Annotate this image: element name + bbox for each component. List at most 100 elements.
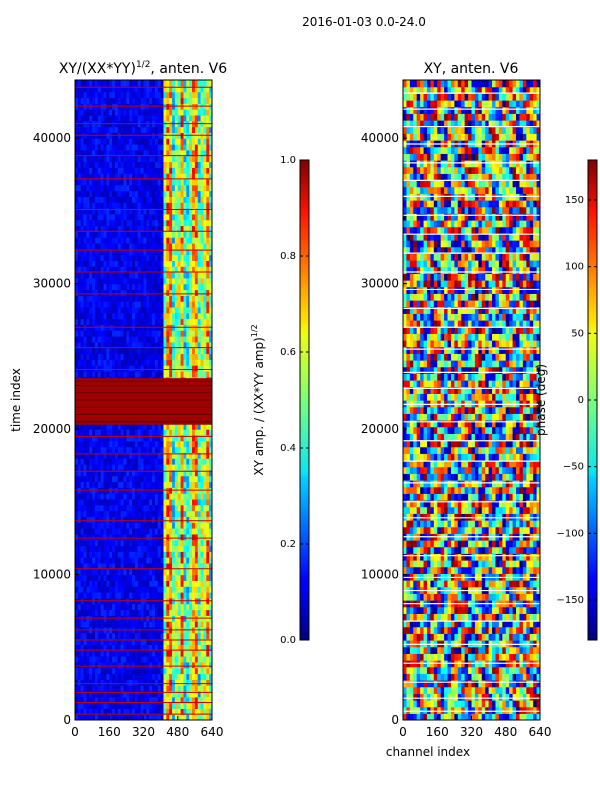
heatmap-cell <box>189 161 193 168</box>
heatmap-cell <box>126 312 130 320</box>
heatmap-cell <box>183 202 187 209</box>
heatmap-cell <box>123 336 127 343</box>
heatmap-cell <box>83 696 88 704</box>
heatmap-cell <box>169 347 173 355</box>
heatmap-cell <box>174 231 179 238</box>
heatmap-cell <box>126 545 130 552</box>
heatmap-cell <box>77 295 82 302</box>
heatmap-cell <box>103 574 107 581</box>
heatmap-cell <box>163 528 167 535</box>
heatmap-cell <box>132 353 136 360</box>
heatmap-cell <box>132 580 136 587</box>
heatmap-cell <box>180 574 185 581</box>
heatmap-cell <box>120 609 125 616</box>
heatmap-cell <box>112 347 116 355</box>
heatmap-cell <box>129 533 133 541</box>
heatmap-cell <box>97 469 102 477</box>
heatmap-cell <box>106 184 110 192</box>
heatmap-cell <box>177 219 182 227</box>
heatmap-cell <box>86 481 90 488</box>
heatmap-cell <box>200 149 205 157</box>
heatmap-cell <box>186 644 190 651</box>
heatmap-cell <box>206 696 210 704</box>
heatmap-cell <box>174 528 179 535</box>
heatmap-cell <box>100 446 105 453</box>
heatmap-cell <box>100 178 105 186</box>
heatmap-cell <box>94 208 99 215</box>
heatmap-cell <box>134 469 139 477</box>
heatmap-cell <box>94 155 99 163</box>
heatmap-cell <box>163 702 167 709</box>
heatmap-cell <box>143 690 147 698</box>
heatmap-cell <box>172 708 176 715</box>
heatmap-cell <box>152 190 156 197</box>
heatmap-cell <box>137 341 142 349</box>
heatmap-cell <box>200 347 205 355</box>
heatmap-cell <box>117 423 122 430</box>
heatmap-cell <box>132 306 136 314</box>
heatmap-cell <box>177 347 182 355</box>
heatmap-cell <box>114 522 119 529</box>
heatmap-cell <box>186 690 190 698</box>
heatmap-cell <box>163 306 167 314</box>
heatmap-cell <box>209 516 212 523</box>
heatmap-cell <box>160 533 165 541</box>
heatmap-cell <box>166 510 170 517</box>
heatmap-cell <box>192 632 196 640</box>
heatmap-cell <box>103 219 107 227</box>
heatmap-cell <box>200 295 205 302</box>
heatmap-cell <box>86 667 90 675</box>
heatmap-cell <box>129 213 133 221</box>
heatmap-cell <box>120 551 125 558</box>
heatmap-cell <box>126 114 130 122</box>
heatmap-cell <box>94 237 99 244</box>
heatmap-cell <box>169 458 173 465</box>
heatmap-cell <box>146 545 150 552</box>
heatmap-cell <box>206 661 210 669</box>
heatmap-cell <box>123 661 127 669</box>
heatmap-cell <box>112 289 116 296</box>
heatmap-cell <box>209 551 212 558</box>
heatmap-cell <box>183 149 187 157</box>
heatmap-cell <box>137 242 142 250</box>
heatmap-cell <box>92 429 96 436</box>
heatmap-cell <box>134 714 139 720</box>
heatmap-cell <box>163 202 167 209</box>
heatmap-cell <box>94 167 99 174</box>
heatmap-cell <box>186 708 190 715</box>
heatmap-cell <box>112 714 116 720</box>
heatmap-cell <box>109 644 113 651</box>
heatmap-cell <box>123 673 127 680</box>
heatmap-cell <box>123 126 127 133</box>
heatmap-cell <box>194 504 199 512</box>
heatmap-cell <box>206 359 210 366</box>
heatmap-cell <box>112 114 116 122</box>
heatmap-cell <box>106 208 110 215</box>
heatmap-cell <box>180 714 185 720</box>
heatmap-cell <box>114 493 119 500</box>
heatmap-cell <box>80 510 85 517</box>
heatmap-cell <box>129 650 133 657</box>
heatmap-cell <box>174 533 179 541</box>
heatmap-cell <box>129 336 133 343</box>
heatmap-cell <box>114 685 119 692</box>
heatmap-cell <box>94 679 99 686</box>
heatmap-cell <box>192 242 196 250</box>
heatmap-cell <box>197 370 202 378</box>
heatmap-cell <box>137 312 142 320</box>
heatmap-cell <box>103 312 107 320</box>
heatmap-cell <box>137 481 142 488</box>
heatmap-cell <box>80 545 85 552</box>
heatmap-cell <box>189 423 193 430</box>
heatmap-cell <box>163 266 167 273</box>
heatmap-cell <box>80 277 85 285</box>
heatmap-cell <box>174 312 179 320</box>
heatmap-cell <box>83 266 88 273</box>
heatmap-cell <box>100 690 105 698</box>
heatmap-cell <box>109 155 113 163</box>
heatmap-cell <box>209 260 212 267</box>
heatmap-cell <box>163 353 167 360</box>
heatmap-cell <box>106 190 110 197</box>
heatmap-cell <box>143 673 147 680</box>
heatmap-cell <box>169 149 173 157</box>
